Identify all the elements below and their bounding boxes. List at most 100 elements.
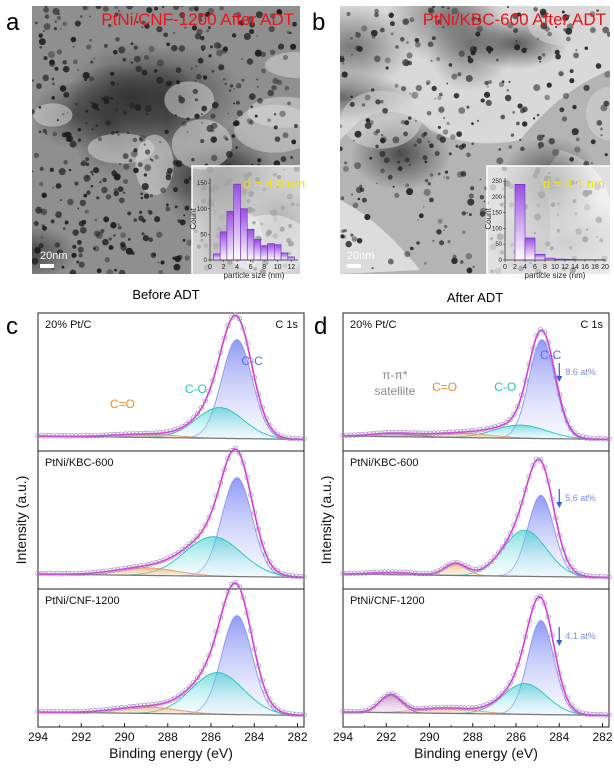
tem-hole: [164, 81, 214, 118]
tem-particle: [256, 78, 258, 80]
tem-particle: [511, 133, 514, 136]
tem-particle: [181, 6, 183, 8]
tem-particle: [547, 32, 552, 37]
tem-particle: [272, 78, 278, 84]
tem-particle: [267, 90, 274, 97]
tem-particle: [544, 95, 549, 100]
tem-particle: [80, 200, 86, 206]
tem-particle: [499, 148, 501, 150]
tem-particle: [388, 175, 393, 180]
tem-particle: [401, 120, 405, 124]
histogram-bar: [274, 245, 281, 260]
tem-particle: [429, 143, 434, 148]
histogram-bar: [213, 254, 220, 260]
tem-particle: [133, 168, 139, 174]
tem-particle: [380, 138, 386, 144]
tem-particle: [31, 170, 33, 172]
tem-particle: [83, 5, 88, 10]
tem-particle: [62, 22, 66, 26]
tem-particle: [443, 129, 449, 135]
tem-particle: [78, 128, 81, 131]
tem-particle: [115, 37, 119, 41]
x-axis-label: Binding energy (eV): [414, 745, 538, 761]
x-tick-label: 284: [244, 730, 264, 744]
tem-particle: [166, 171, 171, 176]
tem-particle: [338, 124, 342, 128]
tem-particle: [380, 168, 385, 173]
tem-particle: [466, 106, 469, 109]
tem-particle: [135, 66, 142, 73]
tem-particle: [212, 70, 215, 73]
inset-x-tick-label: 18: [591, 264, 599, 271]
tem-particle: [56, 183, 62, 189]
tem-particle: [542, 135, 545, 138]
tem-particle: [467, 268, 473, 274]
tem-particle: [283, 55, 288, 60]
tem-particle: [247, 58, 253, 64]
tem-particle: [127, 132, 129, 134]
tem-particle: [126, 3, 133, 10]
histogram-bar: [261, 246, 268, 260]
tem-particle: [76, 261, 79, 264]
tem-particle: [156, 77, 163, 84]
tem-particle: [257, 158, 261, 162]
inset-x-label: particle size (nm): [525, 271, 586, 280]
histogram-bar: [240, 209, 247, 260]
tem-particle: [520, 108, 525, 113]
tem-particle: [73, 60, 78, 65]
tem-particle: [93, 167, 99, 173]
tem-particle: [226, 151, 233, 158]
tem-particle: [175, 114, 177, 116]
tem-particle: [98, 137, 102, 141]
tem-particle: [42, 226, 47, 231]
tem-particle: [39, 131, 42, 134]
inset-y-tick-label: 50: [495, 242, 502, 248]
y-axis-label: Intensity (a.u.): [13, 476, 29, 565]
x-tick-label: 282: [592, 730, 612, 744]
tem-particle: [552, 149, 559, 156]
tem-particle: [456, 145, 459, 148]
tem-particle: [39, 38, 46, 45]
tem-particle: [94, 230, 100, 236]
tem-particle: [274, 125, 278, 129]
tem-particle: [236, 101, 240, 105]
tem-particle: [353, 140, 355, 142]
tem-particle: [83, 72, 90, 79]
tem-particle: [39, 106, 42, 109]
tem-particle: [154, 155, 159, 160]
tem-particle: [515, 40, 517, 42]
peak-label: C-O: [185, 382, 207, 396]
tem-particle: [65, 221, 69, 225]
tem-particle: [357, 46, 363, 52]
x-tick-label: 288: [463, 730, 483, 744]
tem-particle: [380, 100, 384, 104]
tem-particle: [600, 134, 602, 136]
tem-particle: [462, 211, 467, 216]
tem-particle: [140, 192, 143, 195]
tem-particle: [457, 72, 461, 76]
tem-particle: [341, 196, 345, 200]
tem-particle: [424, 262, 427, 265]
tem-particle: [255, 50, 262, 57]
tem-particle: [342, 72, 348, 78]
tem-particle: [123, 111, 127, 115]
inset-y-label: Count: [189, 208, 198, 230]
tem-particle: [151, 159, 154, 162]
at-percent-label: 5.6 at%: [565, 493, 596, 503]
tem-particle: [184, 179, 189, 184]
tem-particle: [43, 7, 49, 13]
tem-particle: [411, 92, 418, 99]
tem-particle: [43, 129, 47, 133]
tem-particle: [338, 147, 343, 152]
tem-particle: [419, 213, 424, 218]
tem-particle: [517, 103, 522, 108]
tem-particle: [62, 113, 64, 115]
tem-particle: [36, 83, 42, 89]
tem-particle: [71, 253, 76, 258]
tem-particle: [395, 84, 399, 88]
tem-particle: [394, 193, 399, 198]
inset-x-tick-label: 8: [543, 264, 547, 271]
